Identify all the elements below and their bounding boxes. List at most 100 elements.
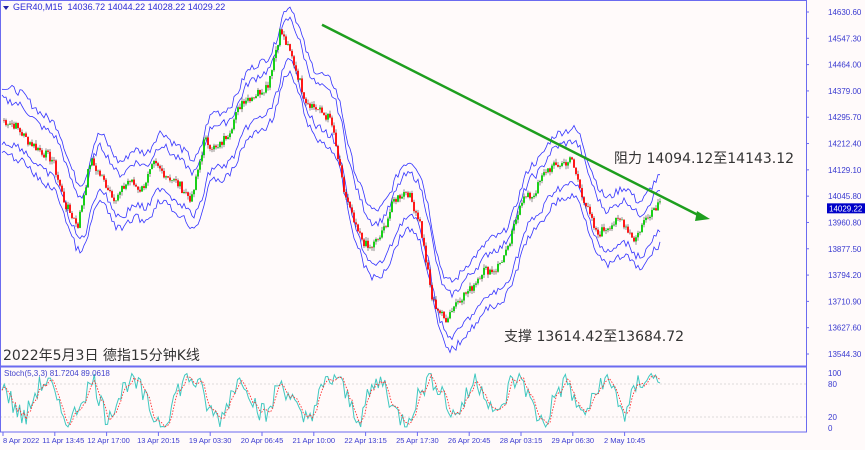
candle-body — [15, 122, 17, 129]
candle-body — [357, 224, 359, 232]
candle-body — [397, 195, 399, 202]
candle-body — [37, 147, 39, 151]
candle-body — [367, 240, 369, 248]
candle-body — [255, 96, 257, 98]
candle-body — [137, 186, 139, 190]
open: 14036.72 — [67, 2, 106, 12]
candle-body — [89, 165, 91, 170]
candle-body — [221, 142, 223, 145]
symbol-header[interactable]: GER40,M15 14036.72 14044.22 14028.22 140… — [3, 2, 225, 12]
candle-body — [527, 192, 529, 198]
time-tick-label: 26 Apr 20:45 — [448, 436, 491, 445]
candle-body — [551, 165, 553, 172]
candle-body — [583, 197, 585, 203]
price-tick-label: 14295.70 — [828, 113, 862, 122]
candle-body — [283, 34, 285, 37]
time-tick-label: 12 Apr 17:00 — [87, 436, 130, 445]
candle-body — [615, 217, 617, 225]
candle-body — [657, 202, 659, 211]
candle-body — [71, 212, 73, 219]
time-tick-label: 21 Apr 10:00 — [293, 436, 336, 445]
candle-body — [285, 36, 287, 45]
candle-body — [277, 45, 279, 50]
candle-body — [121, 185, 123, 192]
candle-body — [13, 123, 15, 129]
candle-body — [499, 262, 501, 264]
candle-body — [53, 159, 55, 161]
candle-body — [23, 133, 25, 136]
trendline[interactable] — [321, 23, 710, 221]
candle-body — [577, 174, 579, 180]
candle-body — [391, 201, 393, 213]
candle-body — [205, 137, 207, 140]
candle-body — [143, 186, 145, 188]
candle-body — [347, 197, 349, 202]
candle-body — [655, 208, 657, 211]
candle-body — [473, 284, 475, 291]
time-tick-label: 29 Apr 06:30 — [552, 436, 595, 445]
candle-body — [79, 211, 81, 228]
candle-body — [645, 217, 647, 221]
band-line-0 — [1, 6, 660, 283]
candle-body — [215, 145, 217, 148]
candle-body — [289, 44, 291, 51]
candle-body — [363, 239, 365, 247]
dropdown-triangle-icon[interactable] — [3, 5, 9, 10]
candle-body — [321, 107, 323, 113]
candle-body — [623, 219, 625, 228]
candle-body — [507, 245, 509, 250]
candle-body — [625, 226, 627, 228]
price-tick-label: 14379.00 — [828, 87, 862, 96]
candle-body — [237, 107, 239, 113]
candle-body — [177, 180, 179, 187]
candle-body — [149, 169, 151, 174]
candle-body — [337, 145, 339, 160]
candle-body — [497, 263, 499, 272]
candle-body — [605, 230, 607, 231]
candle-body — [145, 182, 147, 188]
candle-body — [355, 222, 357, 225]
time-tick-label: 20 Apr 06:45 — [241, 436, 284, 445]
candle-body — [519, 205, 521, 215]
candle-body — [157, 163, 159, 166]
candle-body — [649, 216, 651, 219]
candle-body — [189, 195, 191, 202]
candle-body — [213, 145, 215, 150]
candle-body — [371, 247, 373, 248]
candle-body — [95, 165, 97, 171]
candle-body — [353, 212, 355, 223]
candle-body — [129, 180, 131, 182]
candle-body — [493, 271, 495, 273]
candle-body — [531, 197, 533, 199]
candle-body — [55, 160, 57, 175]
candle-body — [467, 291, 469, 294]
candle-body — [203, 139, 205, 156]
candle-body — [335, 132, 337, 146]
current-price-tag — [827, 203, 865, 214]
candle-body — [187, 192, 189, 196]
candle-body — [541, 175, 543, 181]
candle-body — [103, 175, 105, 180]
candle-body — [39, 147, 41, 151]
candle-body — [471, 286, 473, 291]
candle-body — [457, 301, 459, 303]
candle-body — [69, 204, 71, 213]
candle-body — [265, 85, 267, 93]
candle-body — [635, 237, 637, 242]
candle-body — [659, 201, 661, 203]
time-axis: 8 Apr 2022 11 Apr 13:45 12 Apr 17:00 13 Apr… — [2, 432, 645, 445]
candle-body — [77, 223, 79, 228]
candle-body — [47, 150, 49, 152]
candle-body — [159, 165, 161, 169]
stoch-tick-label: 20 — [828, 413, 837, 422]
candle-body — [445, 318, 447, 323]
candle-body — [521, 202, 523, 206]
candle-body — [435, 299, 437, 309]
candle-body — [247, 97, 249, 101]
candle-body — [627, 226, 629, 233]
candle-body — [181, 181, 183, 194]
candle-body — [603, 227, 605, 231]
time-tick-label: 8 Apr 2022 — [3, 436, 39, 445]
candle-body — [395, 199, 397, 202]
candle-body — [581, 188, 583, 198]
